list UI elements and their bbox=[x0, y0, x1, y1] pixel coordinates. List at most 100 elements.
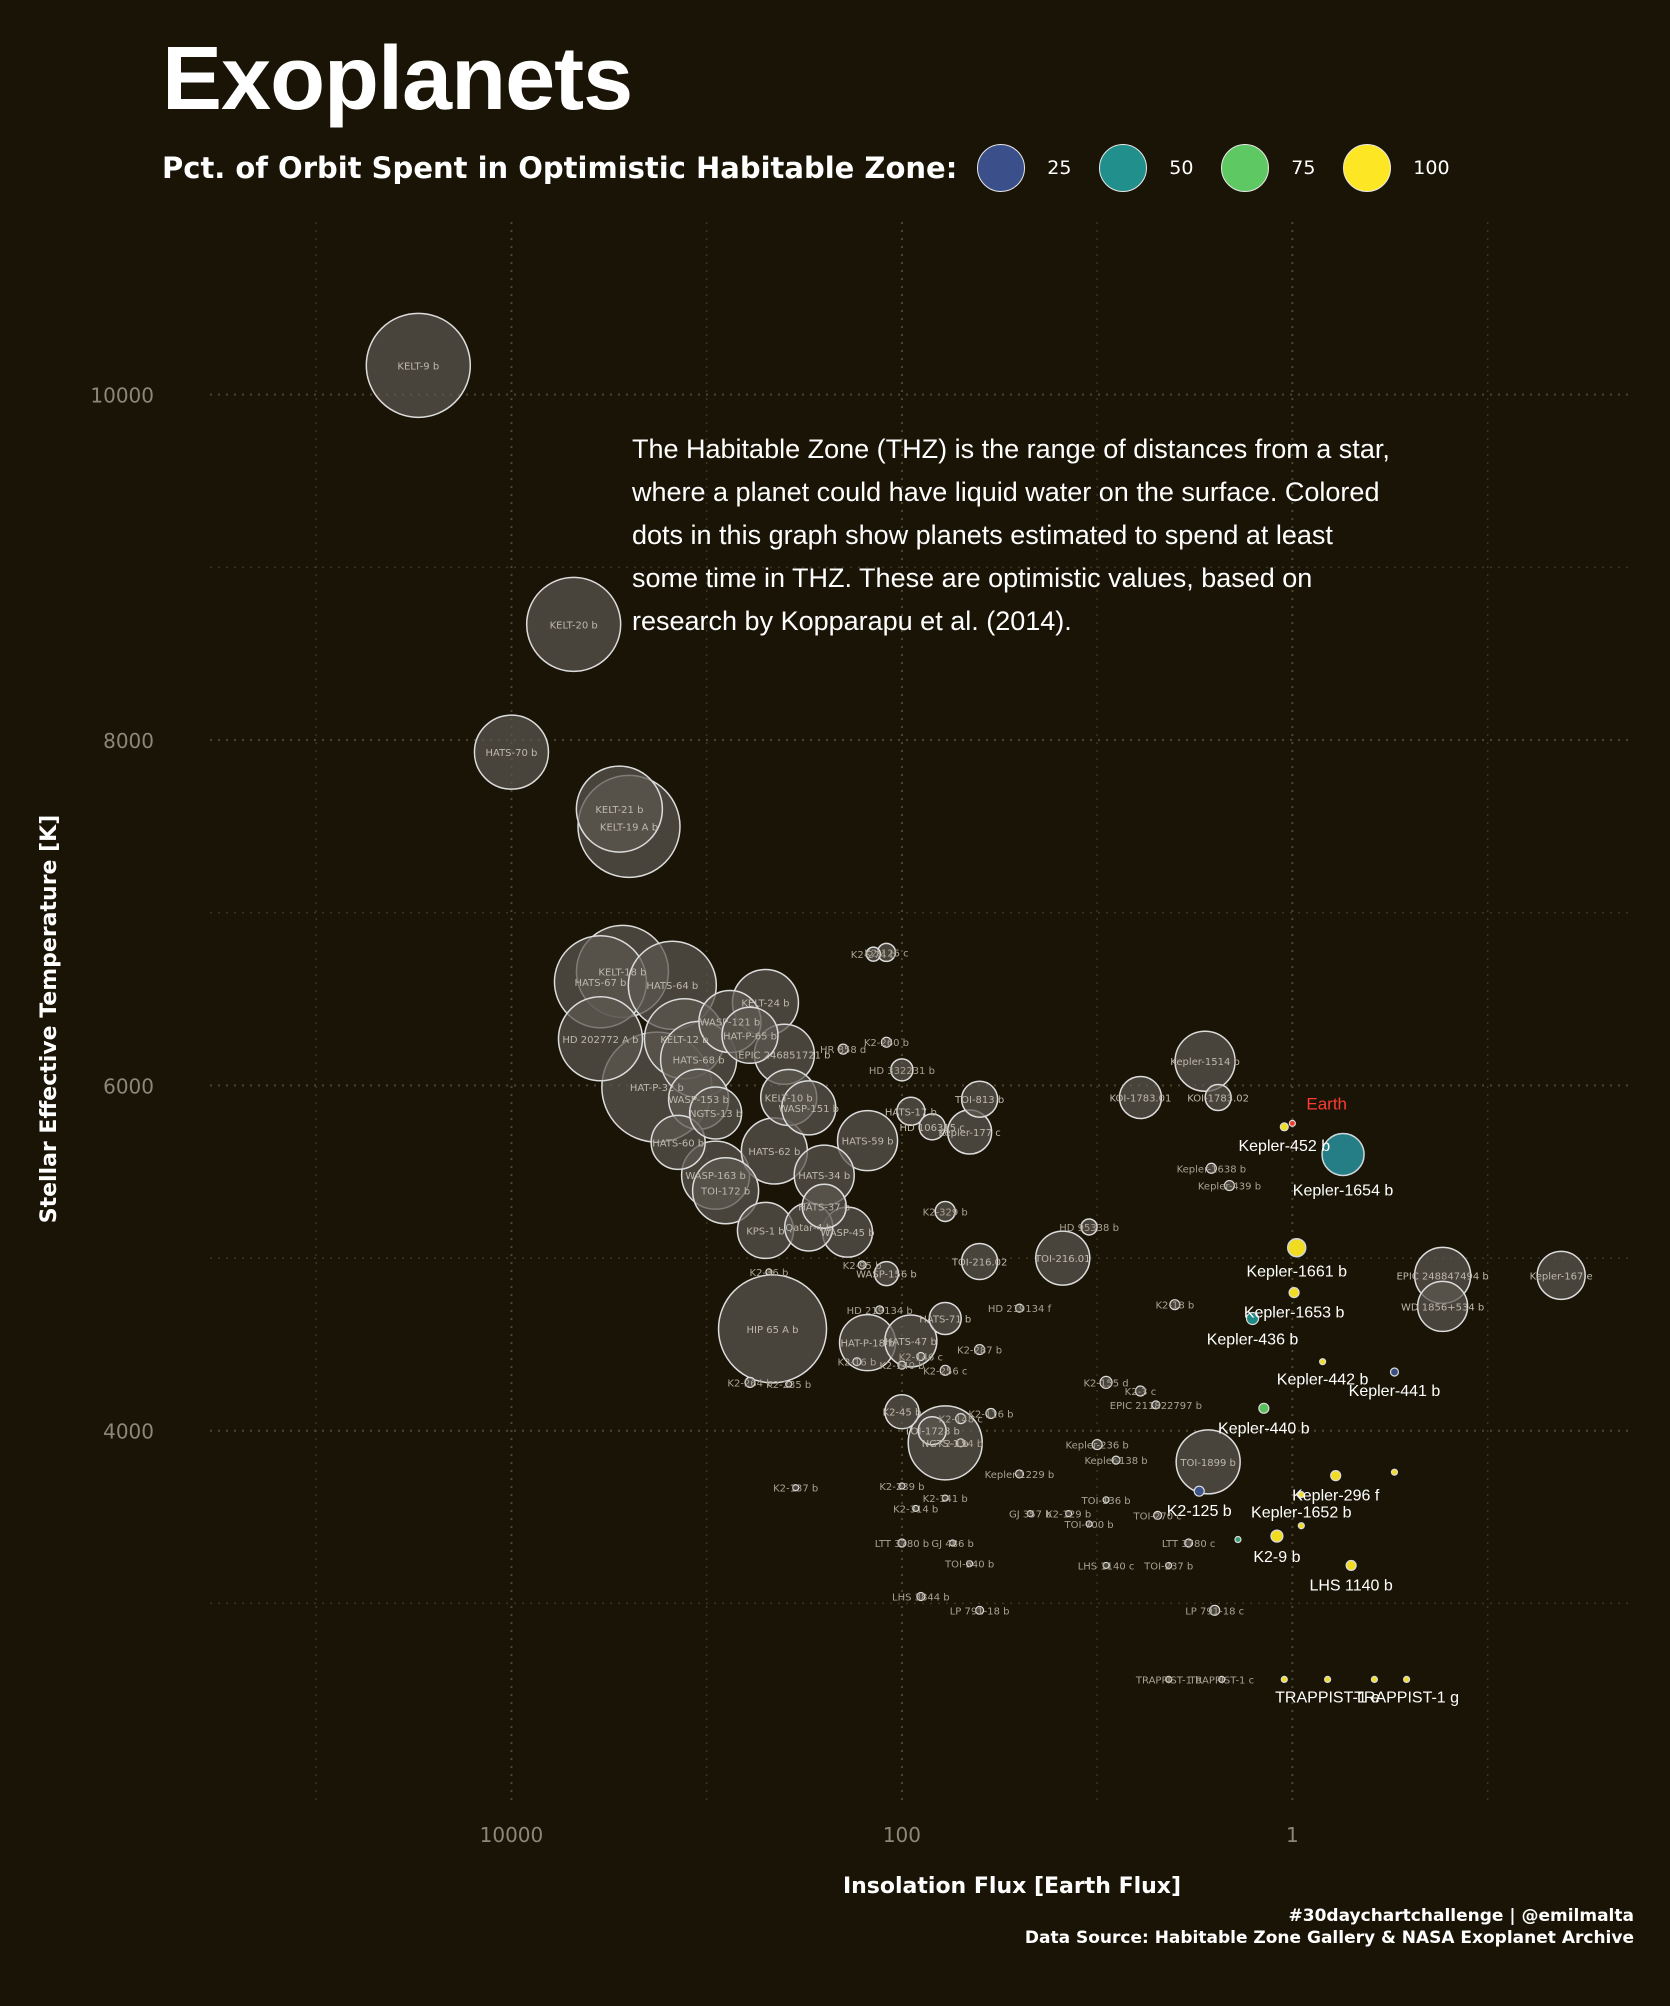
planet-koi-1783-02 bbox=[1204, 1083, 1232, 1112]
label-k2-146-c: K2-146 c bbox=[899, 1352, 943, 1363]
planet-toi-216-01 bbox=[1035, 1230, 1091, 1286]
label-k2-18-b: K2-18 b bbox=[1155, 1301, 1194, 1312]
label-hat-p-18-b: HAT-P-18 b bbox=[841, 1339, 895, 1350]
label-hd-332231-b: HD 332231 b bbox=[869, 1066, 935, 1077]
annotation-line-1: The Habitable Zone (THZ) is the range of… bbox=[632, 434, 1390, 464]
planet-kepler-167-e bbox=[1536, 1250, 1586, 1301]
label-k2-274-b: K2-274 b bbox=[851, 950, 896, 961]
legend-swatch-100 bbox=[1343, 144, 1392, 192]
legend-item-25: 25 bbox=[977, 144, 1077, 192]
planet-epic-211822797-b bbox=[1151, 1400, 1161, 1410]
legend-swatch-25 bbox=[977, 144, 1026, 192]
label-qatar-4-b: Qatar-4 b bbox=[785, 1223, 832, 1234]
label-earth: Earth bbox=[1306, 1094, 1347, 1113]
label-hats-64-b: HATS-64 b bbox=[646, 981, 698, 992]
planet-kelt-20-b bbox=[525, 576, 622, 673]
planet-hd-106315-c bbox=[918, 1113, 946, 1141]
label-wasp-153-b: WASP-153 b bbox=[668, 1095, 729, 1106]
axes: 4000 6000 8000 10000 10000 100 1 bbox=[90, 384, 1298, 1847]
label-trappist-1-b: TRAPPIST-1 b bbox=[1135, 1675, 1202, 1686]
label-toi-172-b: TOI-172 b bbox=[700, 1187, 750, 1198]
label-toi-700-b: TOI-700 b bbox=[1063, 1520, 1113, 1531]
planet-toi-1899-b bbox=[1175, 1429, 1241, 1495]
point-labels: KELT-9 b KELT-20 b HATS-70 b KELT-21 b KELT-… bbox=[397, 361, 1592, 1706]
label-ltt-3780-c: LTT 3780 c bbox=[1162, 1539, 1216, 1550]
planet-k2-146-c bbox=[916, 1351, 926, 1362]
planet-k2-3-c bbox=[1134, 1385, 1147, 1397]
label-gj-357-b: GJ 357 b bbox=[1009, 1510, 1052, 1521]
label-hats-62-b: HATS-62 b bbox=[748, 1147, 800, 1158]
label-kelt-24-b: KELT-24 b bbox=[741, 999, 789, 1010]
planet-kepler-441-b bbox=[1389, 1367, 1400, 1377]
planet-k2-95-b bbox=[857, 1260, 867, 1270]
legend: Pct. of Orbit Spent in Optimistic Habita… bbox=[162, 140, 1465, 196]
planet-k2-314-b bbox=[912, 1504, 920, 1513]
label-k2-141-b: K2-141 b bbox=[923, 1494, 968, 1505]
planet-k2-137-b bbox=[792, 1484, 800, 1492]
planet-k2-260-b bbox=[880, 1036, 893, 1048]
label-hd-219134-b: HD 219134 b bbox=[847, 1306, 913, 1317]
label-lhs-3844-b: LHS 3844 b bbox=[892, 1593, 950, 1604]
planet-kepler-1638-b bbox=[1205, 1162, 1217, 1174]
y-tick-label: 10000 bbox=[90, 384, 154, 408]
planet-wasp-151-b bbox=[781, 1080, 837, 1136]
planet-gj-486-b bbox=[949, 1539, 957, 1547]
planet-k2-125-b bbox=[1193, 1485, 1205, 1497]
label-toi-270-c: TOI-270 c bbox=[1132, 1511, 1181, 1522]
planet-kepler-138-b bbox=[1111, 1455, 1121, 1465]
label-gj-486-b: GJ 486 b bbox=[931, 1539, 974, 1550]
label-kelt-12-b: KELT-12 b bbox=[660, 1035, 708, 1046]
label-kepler-1654-b: Kepler-1654 b bbox=[1293, 1182, 1394, 1199]
planet-hip-65-a-b bbox=[717, 1274, 828, 1384]
legend-item-100: 100 bbox=[1343, 144, 1450, 192]
planet-kepler-1229-b bbox=[1014, 1469, 1025, 1479]
planet-trappist-1-f bbox=[1370, 1675, 1379, 1683]
label-lhs-1140-b: LHS 1140 b bbox=[1309, 1577, 1392, 1594]
label-ltt-3780-b: LTT 3780 b bbox=[875, 1539, 929, 1550]
planet-toi-216-02 bbox=[960, 1242, 999, 1281]
label-kepler-1653-b: Kepler-1653 b bbox=[1244, 1305, 1345, 1322]
x-axis-label: Insolation Flux [Earth Flux] bbox=[843, 1874, 1181, 1899]
annotation: The Habitable Zone (THZ) is the range of… bbox=[631, 434, 1390, 636]
label-kelt-18-b: KELT-18 b bbox=[598, 967, 646, 978]
label-hats-68-b: HATS-68 b bbox=[673, 1055, 725, 1066]
label-wasp-151-b: WASP-151 b bbox=[778, 1104, 839, 1115]
planet-toi-270-c bbox=[1153, 1510, 1163, 1520]
label-k2-154-b: K2-154 b bbox=[938, 1439, 983, 1450]
planet-trappist-1-b bbox=[1165, 1675, 1173, 1683]
planet-lp-791-18-c bbox=[1209, 1604, 1221, 1616]
planet-toi-172-b bbox=[691, 1156, 760, 1225]
label-trappist-1-g: TRAPPIST-1 g bbox=[1354, 1689, 1459, 1706]
label-toi-216-01: TOI-216.01 bbox=[1034, 1254, 1091, 1265]
label-kelt-21-b: KELT-21 b bbox=[595, 805, 643, 816]
planet-kepler-1654-b bbox=[1321, 1132, 1365, 1177]
planet-lhs-1140-c bbox=[1102, 1561, 1110, 1570]
planet-k2-18-b bbox=[1169, 1299, 1181, 1311]
planet-kepler-442-b bbox=[1319, 1358, 1327, 1366]
caption-credit: #30daychartchallenge | @emilmalta bbox=[1288, 1906, 1634, 1926]
label-kps-1-b: KPS-1 b bbox=[746, 1226, 784, 1237]
planet-k2-288-b-b bbox=[1234, 1535, 1242, 1544]
legend-title: Pct. of Orbit Spent in Optimistic Habita… bbox=[162, 151, 958, 185]
label-hd-95338-b: HD 95338 b bbox=[1059, 1223, 1119, 1234]
label-k2-314-b: K2-314 b bbox=[893, 1504, 938, 1515]
planet-kepler-1661-b bbox=[1286, 1237, 1307, 1258]
label-wasp-45-b: WASP-45 b bbox=[820, 1228, 874, 1239]
planet-k2-9-b bbox=[1270, 1529, 1284, 1543]
planet-hats-17-b bbox=[896, 1096, 926, 1127]
label-lp-791-18-b: LP 791-18 b bbox=[950, 1606, 1010, 1617]
label-kepler-1652-b: Kepler-1652 b bbox=[1251, 1505, 1352, 1522]
planet-hats-37-b bbox=[801, 1183, 847, 1230]
label-kepler-452-b: Kepler-452 b bbox=[1238, 1138, 1330, 1155]
label-k2-148-c: K2-148 c bbox=[939, 1415, 983, 1426]
planet-k2-264-b bbox=[744, 1376, 756, 1388]
legend-label-25: 25 bbox=[1047, 157, 1072, 179]
planet-k2-129-b bbox=[1065, 1510, 1073, 1518]
planet-koi-1783-01 bbox=[1118, 1075, 1163, 1120]
planet-hats-60-b bbox=[650, 1114, 706, 1171]
planet-toi-136-b bbox=[1102, 1496, 1110, 1504]
planet-kepler-1653-b bbox=[1288, 1287, 1300, 1299]
planet-k2-155-d bbox=[1099, 1375, 1113, 1389]
label-toi-813-b: TOI-813 b bbox=[954, 1095, 1004, 1106]
